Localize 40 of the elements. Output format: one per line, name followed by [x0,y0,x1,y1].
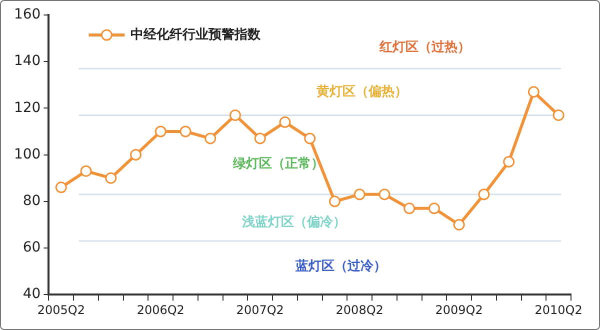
point [404,202,416,214]
point [204,132,216,144]
point [453,218,465,230]
legend-label: 中经化纤行业预警指数 [130,27,262,42]
y-tick-label: 40 [22,286,41,302]
point [328,196,340,208]
point [304,132,316,144]
point [105,172,117,184]
point [354,188,366,200]
point [428,202,440,214]
y-tick-label: 140 [14,53,41,70]
point [254,132,266,144]
x-tick-label: 2008Q2 [336,302,384,317]
point [230,109,241,121]
point [130,149,142,161]
annotation: 绿灯区（正常） [232,156,324,172]
point [80,165,92,177]
x-tick-label: 2007Q2 [236,302,284,317]
annotation: 蓝灯区（过冷） [294,258,387,274]
x-tick-label: 2010Q2 [534,302,582,317]
point [180,126,192,138]
annotation: 黄灯区（偏热） [316,84,408,100]
point [478,188,490,200]
x-tick-label: 2009Q2 [435,302,483,317]
y-tick-label: 100 [14,146,41,162]
point [55,182,67,194]
point [503,156,515,168]
y-tick-label: 160 [14,6,41,23]
x-tick-label: 2005Q2 [37,302,85,317]
annotation: 红灯区（过热） [378,40,470,56]
point [279,116,291,128]
x-tick-label: 2006Q2 [136,302,184,317]
point [552,109,564,121]
y-tick-label: 120 [14,100,41,116]
point [378,188,390,200]
point [154,126,166,138]
y-tick-label: 60 [22,240,41,256]
annotation: 浅蓝灯区（偏冷） [241,214,346,230]
point [528,86,540,98]
y-tick-label: 80 [22,193,41,210]
